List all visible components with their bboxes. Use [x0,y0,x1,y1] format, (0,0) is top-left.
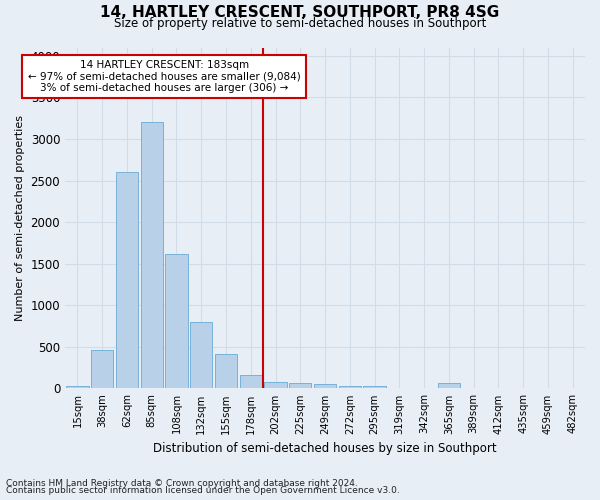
Bar [265,382,287,388]
Bar [364,386,386,388]
Bar [66,386,89,388]
Text: 14, HARTLEY CRESCENT, SOUTHPORT, PR8 4SG: 14, HARTLEY CRESCENT, SOUTHPORT, PR8 4SG [100,5,500,20]
X-axis label: Distribution of semi-detached houses by size in Southport: Distribution of semi-detached houses by … [153,442,497,455]
Bar [239,375,262,388]
Bar [166,254,188,388]
Text: Contains public sector information licensed under the Open Government Licence v3: Contains public sector information licen… [6,486,400,495]
Bar [91,350,113,389]
Bar [437,384,460,388]
Bar [314,384,336,388]
Text: Size of property relative to semi-detached houses in Southport: Size of property relative to semi-detach… [114,18,486,30]
Bar [338,386,361,388]
Text: 14 HARTLEY CRESCENT: 183sqm
← 97% of semi-detached houses are smaller (9,084)
3%: 14 HARTLEY CRESCENT: 183sqm ← 97% of sem… [28,60,301,93]
Bar [215,354,237,388]
Bar [289,384,311,388]
Y-axis label: Number of semi-detached properties: Number of semi-detached properties [15,115,25,321]
Bar [190,322,212,388]
Bar [140,122,163,388]
Bar [116,172,138,388]
Text: Contains HM Land Registry data © Crown copyright and database right 2024.: Contains HM Land Registry data © Crown c… [6,478,358,488]
